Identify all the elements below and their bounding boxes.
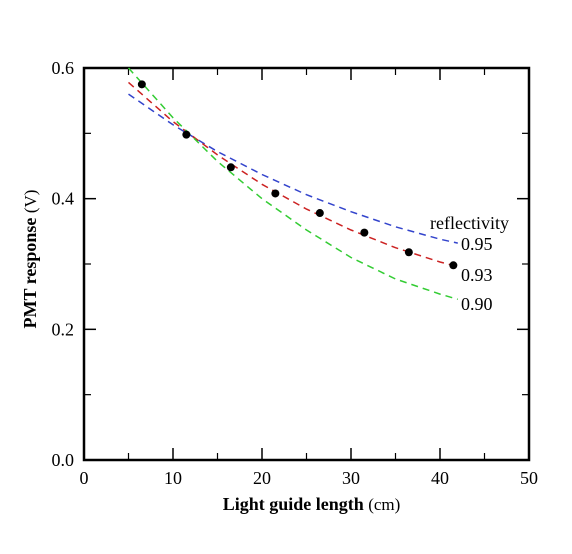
fit-curve-0-95	[128, 93, 458, 244]
annotation-curve-label: 0.95	[461, 234, 493, 254]
y-axis-label: PMT response	[20, 213, 40, 328]
data-point	[226, 163, 235, 172]
x-axis-label: Light guide length	[223, 494, 369, 514]
annotation-reflectivity: reflectivity	[430, 213, 509, 233]
x-tick-label: 50	[520, 468, 538, 488]
x-tick-label: 30	[342, 468, 360, 488]
data-point	[360, 228, 369, 237]
x-axis-title: Light guide length (cm)	[223, 494, 401, 514]
data-point	[182, 130, 191, 139]
annotation-curve-label: 0.93	[461, 265, 493, 285]
x-tick-label: 40	[431, 468, 449, 488]
y-axis-title: PMT response (V)	[20, 190, 40, 329]
y-tick-label: 0.0	[52, 450, 75, 470]
y-tick-label: 0.4	[52, 189, 75, 209]
data-point	[137, 80, 146, 89]
data-point	[404, 248, 413, 257]
x-axis-unit: (cm)	[368, 495, 400, 514]
x-tick-label: 20	[253, 468, 271, 488]
y-axis-unit: (V)	[21, 190, 40, 214]
data-point	[271, 189, 280, 198]
annotation-curve-label: 0.90	[461, 294, 493, 314]
y-tick-label: 0.6	[52, 58, 75, 78]
y-tick-label: 0.2	[52, 319, 75, 339]
x-tick-label: 0	[80, 468, 89, 488]
data-point	[449, 261, 458, 270]
x-tick-label: 10	[164, 468, 182, 488]
fit-curve-0-93	[128, 81, 458, 268]
data-point	[315, 209, 324, 218]
fit-curve-0-90	[127, 67, 459, 301]
plot-frame	[82, 66, 531, 462]
